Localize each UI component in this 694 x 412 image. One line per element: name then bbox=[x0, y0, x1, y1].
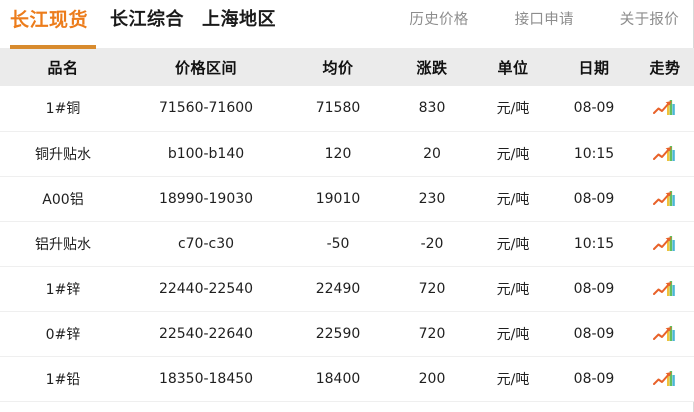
tab-shanghai-region[interactable]: 上海地区 bbox=[202, 9, 277, 30]
cell-average-price: 120 bbox=[324, 145, 352, 162]
trend-up-chart-icon[interactable] bbox=[653, 145, 677, 162]
cell-product-name: 1#铅 bbox=[45, 371, 81, 388]
cell-price-range: c70-c30 bbox=[177, 235, 235, 252]
cell-trend[interactable] bbox=[636, 356, 694, 401]
cell-trend[interactable] bbox=[636, 221, 694, 266]
column-header-date: 日期 bbox=[578, 58, 610, 77]
table-row[interactable]: 1#锌 22440-22540 22490 720 元/吨 08-09 bbox=[0, 266, 694, 311]
cell-change: -20 bbox=[420, 235, 444, 252]
trend-up-chart-icon[interactable] bbox=[653, 190, 677, 207]
cell-product-name: A00铝 bbox=[42, 191, 84, 208]
cell-unit: 元/吨 bbox=[496, 146, 530, 163]
cell-date: 08-09 bbox=[573, 325, 615, 342]
tab-changjiang-composite[interactable]: 长江综合 bbox=[110, 9, 185, 30]
table-header: 品名 价格区间 均价 涨跌 单位 日期 走势 bbox=[0, 48, 694, 86]
utility-nav: 历史价格 接口申请 关于报价 bbox=[363, 0, 693, 40]
cell-change: 230 bbox=[418, 190, 446, 207]
cell-product-name: 铜升贴水 bbox=[35, 146, 91, 163]
table-body: 1#铜 71560-71600 71580 830 元/吨 08-09 铜升贴水 b100-b… bbox=[0, 86, 694, 401]
cell-trend[interactable] bbox=[636, 86, 694, 131]
cell-date: 08-09 bbox=[573, 100, 615, 117]
cell-date: 08-09 bbox=[573, 190, 615, 207]
cell-price-range: 18990-19030 bbox=[158, 190, 254, 207]
cell-price-range: 22540-22640 bbox=[158, 325, 254, 342]
table-row[interactable]: 铜升贴水 b100-b140 120 20 元/吨 10:15 bbox=[0, 131, 694, 176]
nav-api-application[interactable]: 接口申请 bbox=[514, 12, 574, 28]
cell-average-price: 22590 bbox=[315, 325, 361, 342]
cell-change: 20 bbox=[423, 145, 441, 162]
top-bar: 长江现货 长江综合 上海地区 历史价格 接口申请 关于报价 bbox=[0, 0, 693, 49]
cell-product-name: 1#锌 bbox=[45, 281, 81, 298]
cell-unit: 元/吨 bbox=[496, 191, 530, 208]
trend-up-chart-icon[interactable] bbox=[653, 370, 677, 387]
trend-up-chart-icon[interactable] bbox=[653, 325, 677, 342]
cell-change: 720 bbox=[418, 280, 446, 297]
column-header-trend: 走势 bbox=[649, 58, 681, 77]
cell-average-price: -50 bbox=[326, 235, 350, 252]
trend-up-chart-icon[interactable] bbox=[653, 235, 677, 252]
column-header-change: 涨跌 bbox=[416, 58, 448, 77]
column-header-name: 品名 bbox=[47, 58, 79, 77]
cell-unit: 元/吨 bbox=[496, 326, 530, 343]
table-row[interactable]: 铝升贴水 c70-c30 -50 -20 元/吨 10:15 bbox=[0, 221, 694, 266]
table-row[interactable]: 1#铅 18350-18450 18400 200 元/吨 08-09 bbox=[0, 356, 694, 401]
cell-product-name: 铝升贴水 bbox=[35, 236, 91, 253]
region-tabs: 长江现货 长江综合 上海地区 bbox=[0, 0, 276, 40]
cell-average-price: 18400 bbox=[315, 370, 361, 387]
cell-date: 08-09 bbox=[573, 280, 615, 297]
price-table: 品名 价格区间 均价 涨跌 单位 日期 走势 1#铜 71560-71600 715… bbox=[0, 48, 694, 402]
column-header-price-range: 价格区间 bbox=[174, 58, 237, 77]
cell-change: 830 bbox=[418, 100, 446, 117]
cell-date: 08-09 bbox=[573, 370, 615, 387]
cell-unit: 元/吨 bbox=[496, 101, 530, 118]
table-header-row: 品名 价格区间 均价 涨跌 单位 日期 走势 bbox=[0, 48, 694, 86]
cell-price-range: 22440-22540 bbox=[158, 280, 254, 297]
cell-unit: 元/吨 bbox=[496, 236, 530, 253]
cell-unit: 元/吨 bbox=[496, 371, 530, 388]
cell-change: 200 bbox=[418, 370, 446, 387]
trend-up-chart-icon[interactable] bbox=[653, 100, 677, 116]
cell-product-name: 1#铜 bbox=[45, 101, 81, 118]
cell-average-price: 19010 bbox=[315, 190, 361, 207]
cell-change: 720 bbox=[418, 325, 446, 342]
cell-trend[interactable] bbox=[636, 266, 694, 311]
cell-date: 10:15 bbox=[573, 145, 615, 162]
cell-trend[interactable] bbox=[636, 131, 694, 176]
cell-average-price: 71580 bbox=[315, 100, 361, 117]
trend-up-chart-icon[interactable] bbox=[653, 280, 677, 297]
nav-about-quotes[interactable]: 关于报价 bbox=[619, 12, 679, 28]
cell-trend[interactable] bbox=[636, 176, 694, 221]
cell-product-name: 0#锌 bbox=[45, 326, 81, 343]
cell-unit: 元/吨 bbox=[496, 281, 530, 298]
cell-price-range: 18350-18450 bbox=[158, 370, 254, 387]
table-row[interactable]: A00铝 18990-19030 19010 230 元/吨 08-09 bbox=[0, 176, 694, 221]
column-header-unit: 单位 bbox=[497, 58, 529, 77]
cell-average-price: 22490 bbox=[315, 280, 361, 297]
tab-changjiang-spot[interactable]: 长江现货 bbox=[10, 9, 89, 31]
nav-history-price[interactable]: 历史价格 bbox=[409, 12, 469, 28]
column-header-average-price: 均价 bbox=[322, 58, 354, 77]
cell-price-range: 71560-71600 bbox=[158, 100, 254, 117]
cell-date: 10:15 bbox=[573, 235, 615, 252]
cell-trend[interactable] bbox=[636, 311, 694, 356]
table-row[interactable]: 0#锌 22540-22640 22590 720 元/吨 08-09 bbox=[0, 311, 694, 356]
table-row[interactable]: 1#铜 71560-71600 71580 830 元/吨 08-09 bbox=[0, 86, 694, 131]
cell-price-range: b100-b140 bbox=[167, 145, 245, 162]
active-tab-underline bbox=[10, 45, 96, 49]
